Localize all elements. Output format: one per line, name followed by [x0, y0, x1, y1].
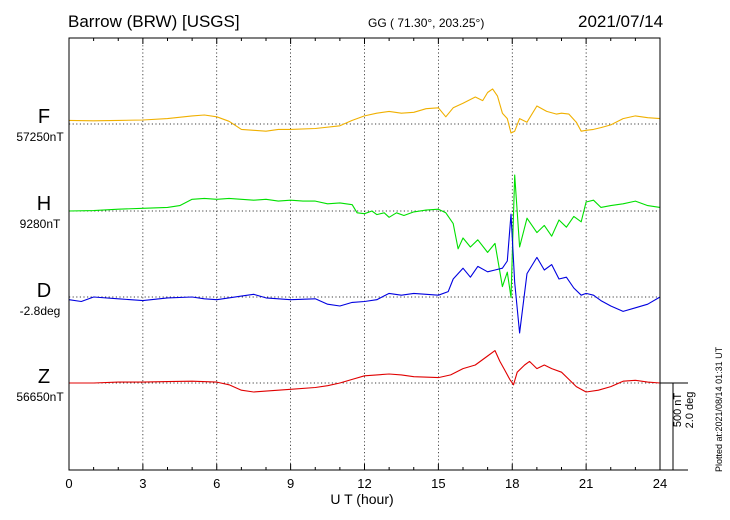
- x-tick-label: 0: [65, 476, 73, 491]
- x-tick-label: 6: [213, 476, 221, 491]
- x-axis-label: U T (hour): [0, 491, 730, 507]
- station-title: Barrow (BRW) [USGS]: [68, 12, 240, 31]
- coordinates-label: GG ( 71.30°, 203.25°): [368, 16, 485, 30]
- channel-f-label: F: [37, 106, 51, 128]
- x-tick-label: 12: [357, 476, 372, 491]
- series-group: [68, 88, 661, 393]
- series-line-f: [68, 88, 661, 134]
- x-axis-label-text: U T (hour): [330, 491, 394, 507]
- x-tick-label: 24: [652, 476, 668, 491]
- channel-d-label: D: [36, 280, 52, 302]
- series-line-d: [68, 213, 661, 334]
- plotted-timestamp: Plotted at:2021/08/14 01:31 UT: [714, 346, 724, 472]
- date-label: 2021/07/14: [578, 12, 664, 31]
- channel-h-label: H: [36, 193, 52, 215]
- grid-lines: [69, 38, 660, 470]
- x-tick-label: 3: [139, 476, 147, 491]
- scale-legend: 500 nT 2.0 deg: [672, 375, 696, 445]
- plot-frame: [68, 37, 688, 471]
- x-tick-label: 9: [287, 476, 295, 491]
- channel-d-baseline: -2.8deg: [19, 304, 61, 318]
- x-tick-label: 15: [431, 476, 446, 491]
- series-line-z: [69, 350, 661, 393]
- scale-deg: 2.0 deg: [684, 391, 696, 429]
- scale-nt: 500 nT: [672, 392, 684, 428]
- series-line-h: [68, 174, 661, 298]
- x-tick-label: 18: [505, 476, 520, 491]
- channel-h-baseline: 9280nT: [19, 217, 61, 231]
- channel-z-label: Z: [37, 366, 51, 388]
- channel-f-baseline: 57250nT: [16, 130, 64, 144]
- channel-z-baseline: 56650nT: [16, 390, 64, 404]
- x-tick-label: 21: [578, 476, 594, 491]
